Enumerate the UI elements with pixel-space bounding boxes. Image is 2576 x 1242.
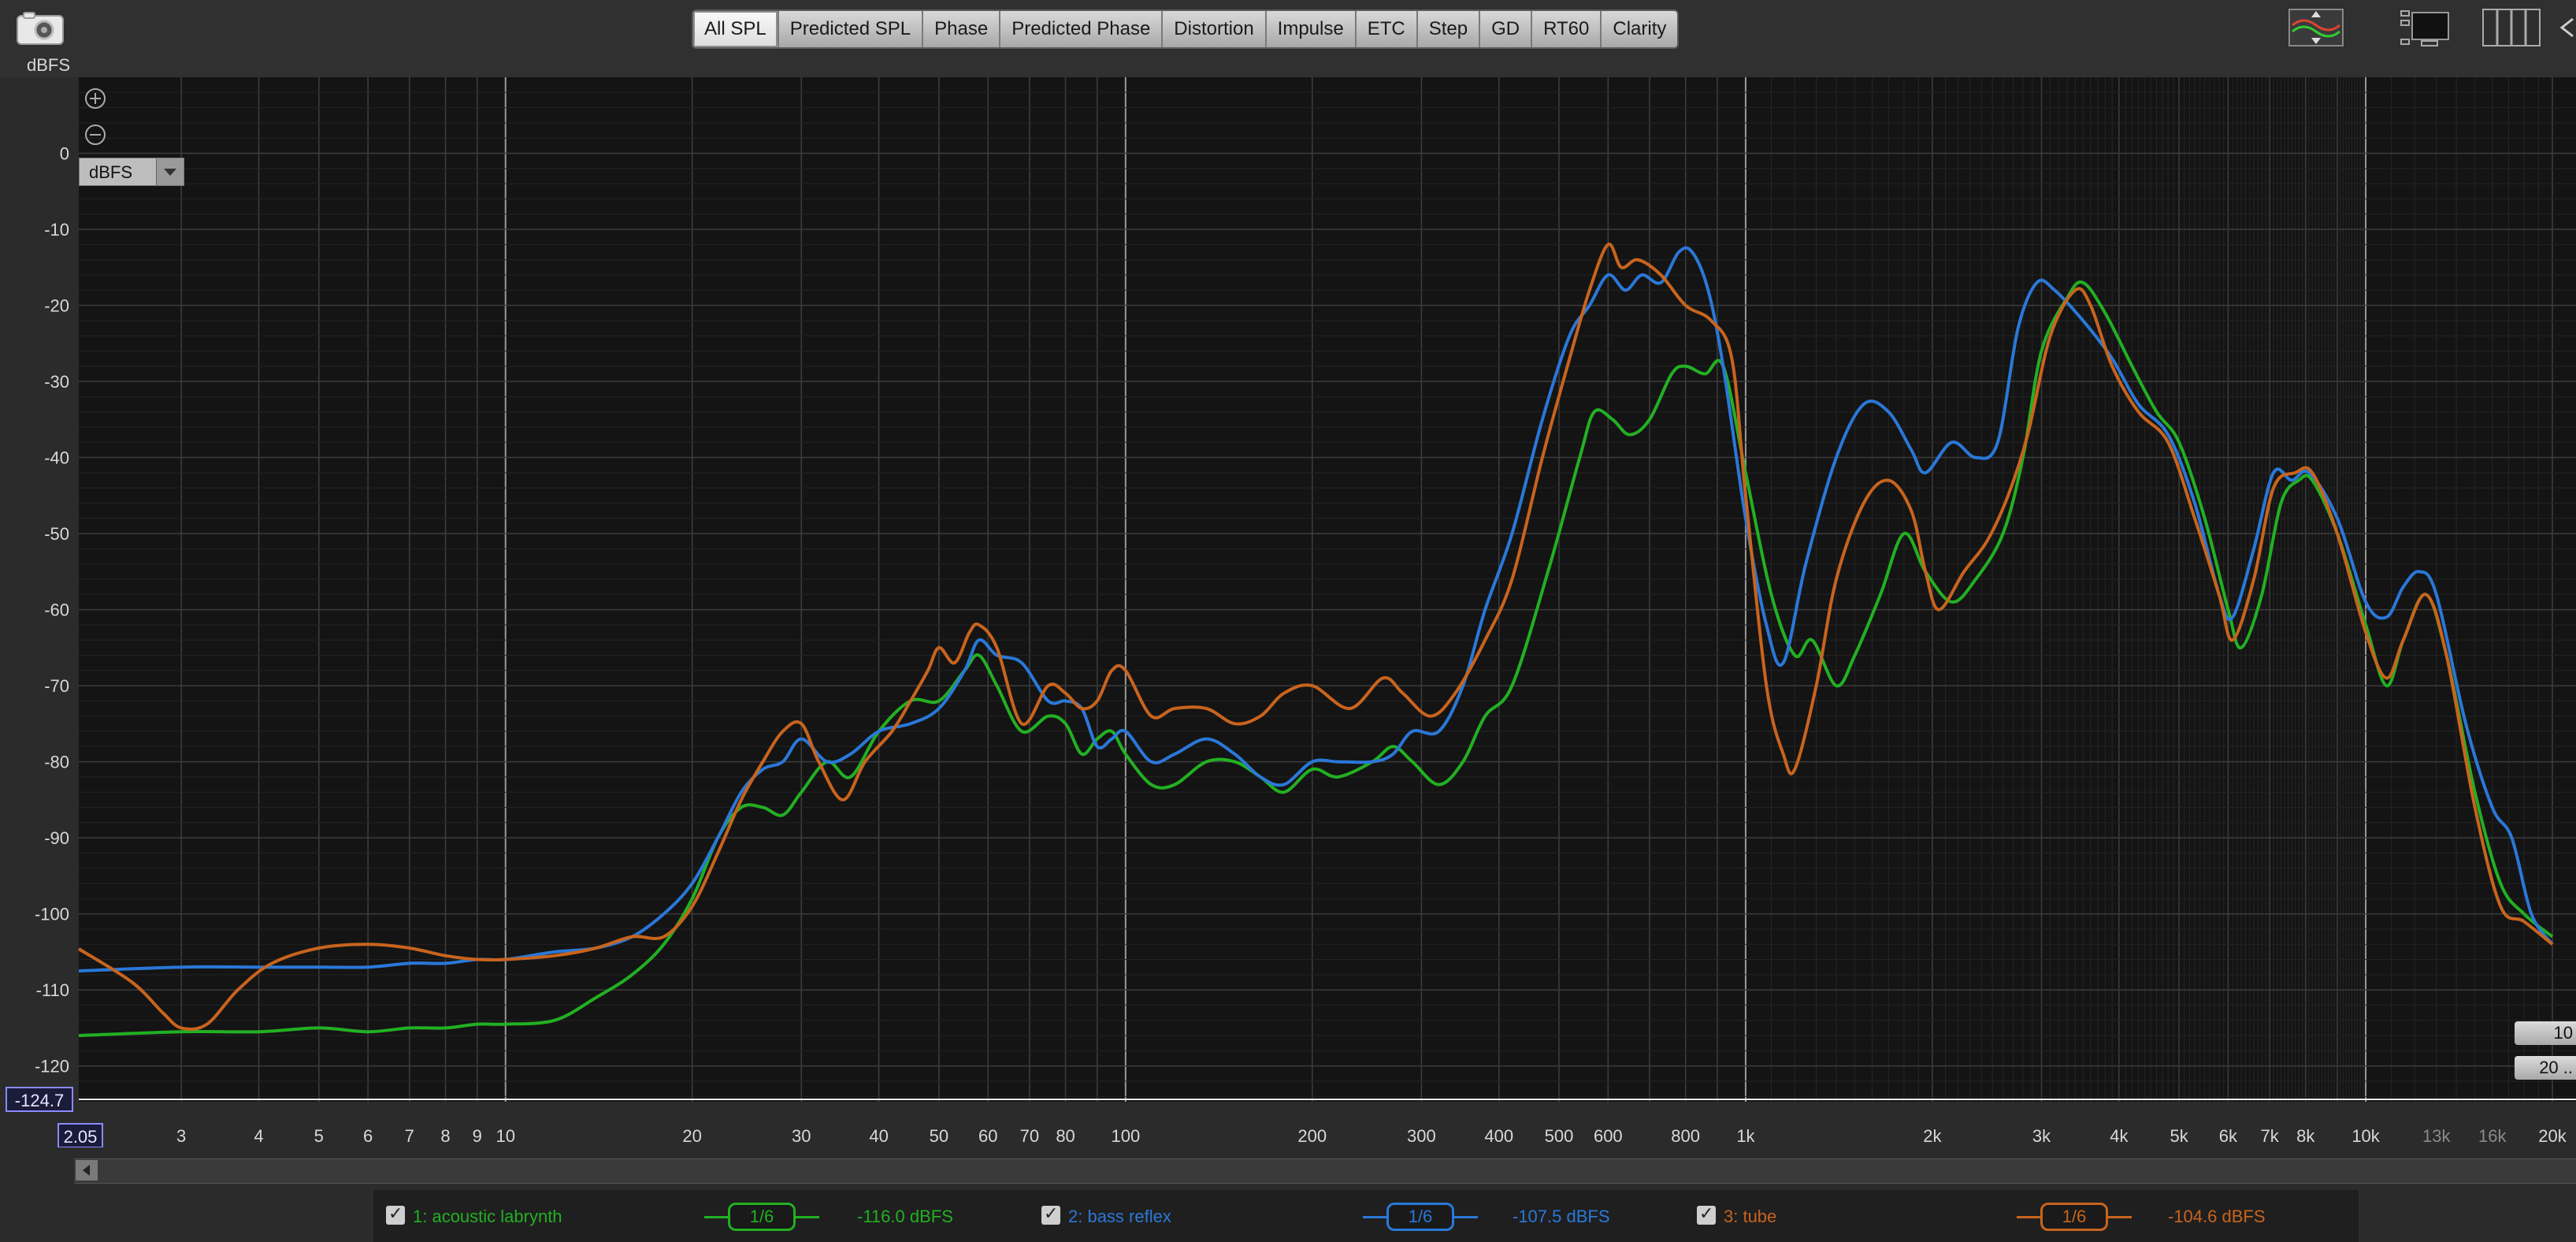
series-1-level: -116.0 dBFS [857, 1207, 953, 1226]
y-tick-label: -90 [44, 828, 69, 848]
x-tick-label: 10k [2351, 1126, 2380, 1146]
cursor-y-readout: -124.7 [15, 1091, 64, 1110]
series-3-checkbox[interactable] [1697, 1203, 1716, 1225]
tab-predicted-spl[interactable]: Predicted SPL [778, 11, 924, 47]
collapse-arrow-icon[interactable] [2556, 8, 2576, 47]
analysis-tabs: All SPL Predicted SPL Phase Predicted Phase… [692, 9, 1680, 49]
scroll-left-icon[interactable] [76, 1160, 98, 1181]
range-button-10[interactable]: 10 [2515, 1021, 2576, 1045]
spl-chart[interactable]: 0 -10 -20 -30 -40 -50 -60 -70 -80 -90 -100 -110 -120… [0, 77, 2576, 1147]
x-tick-label: 8k [2296, 1126, 2315, 1146]
trace-arrangement-icon[interactable] [2288, 8, 2344, 47]
x-tick-label: 40 [869, 1126, 888, 1146]
y-tick-label: -10 [44, 220, 69, 240]
tab-impulse[interactable]: Impulse [1266, 11, 1357, 47]
units-selector-value: dBFS [89, 162, 133, 182]
x-tick-label: 70 [1020, 1126, 1039, 1146]
tab-rt60[interactable]: RT60 [1532, 11, 1602, 47]
zoom-in-icon[interactable] [85, 88, 106, 109]
y-tick-label: -30 [44, 372, 69, 392]
cursor-x-readout: 2.05 [64, 1127, 98, 1147]
tab-step[interactable]: Step [1417, 11, 1481, 47]
x-tick-label: 8 [440, 1126, 450, 1146]
series-1-label: 1: acoustic labrynth [413, 1207, 562, 1226]
x-tick-label: 3k [2032, 1126, 2051, 1146]
y-tick-label: 0 [60, 144, 69, 164]
x-tick-label: 7 [405, 1126, 414, 1146]
x-tick-label: 3 [176, 1126, 186, 1146]
x-tick-label: 80 [1056, 1126, 1075, 1146]
y-axis-units-label: dBFS [27, 55, 71, 75]
series-1-checkbox[interactable] [386, 1203, 405, 1225]
x-tick-label: 300 [1407, 1126, 1436, 1146]
tab-etc[interactable]: ETC [1356, 11, 1418, 47]
series-3-level: -104.6 dBFS [2168, 1207, 2266, 1226]
x-tick-label: 6 [363, 1126, 373, 1146]
tab-clarity[interactable]: Clarity [1602, 11, 1678, 47]
y-tick-label: -40 [44, 448, 69, 468]
zoom-out-icon[interactable] [85, 125, 106, 145]
top-toolbar: All SPL Predicted SPL Phase Predicted Phase… [0, 0, 2576, 77]
y-tick-label: -100 [35, 905, 69, 924]
y-tick-label: -60 [44, 601, 69, 620]
series-2-label: 2: bass reflex [1068, 1207, 1171, 1226]
y-tick-label: -110 [36, 980, 69, 1000]
y-tick-label: -120 [35, 1057, 69, 1077]
x-tick-label: 500 [1545, 1126, 1574, 1146]
x-tick-label: 13k [2422, 1126, 2451, 1146]
x-tick-label: 600 [1594, 1126, 1623, 1146]
layout-columns-icon[interactable] [2481, 8, 2541, 47]
plot-area[interactable] [79, 77, 2576, 1102]
x-tick-label: 4k [2110, 1126, 2129, 1146]
x-tick-label: 20 [682, 1126, 701, 1146]
x-tick-label: 1k [1736, 1126, 1755, 1146]
x-tick-label: 800 [1671, 1126, 1700, 1146]
camera-icon[interactable] [16, 11, 65, 46]
series-1-smoothing[interactable]: 1/6 [704, 1203, 819, 1231]
y-tick-label: -50 [44, 524, 69, 544]
series-3-smoothing[interactable]: 1/6 [2017, 1203, 2132, 1231]
tab-predicted-phase[interactable]: Predicted Phase [1000, 11, 1164, 47]
x-tick-label: 50 [930, 1126, 948, 1146]
x-tick-label: 9 [473, 1126, 482, 1146]
x-tick-label: 4 [254, 1126, 263, 1146]
range-button-20[interactable]: 20 .. [2515, 1056, 2576, 1080]
y-tick-label: -80 [44, 753, 69, 772]
horizontal-scrollbar[interactable] [74, 1158, 2576, 1184]
overlay-window-icon[interactable] [2398, 8, 2458, 47]
tab-distortion[interactable]: Distortion [1163, 11, 1267, 47]
series-3-label: 3: tube [1724, 1207, 1777, 1226]
series-2-smoothing[interactable]: 1/6 [1363, 1203, 1478, 1231]
x-tick-label: 16k [2478, 1126, 2507, 1146]
x-tick-label: 6k [2219, 1126, 2238, 1146]
x-tick-label: 20k [2538, 1126, 2567, 1146]
tab-phase[interactable]: Phase [923, 11, 1001, 47]
y-tick-label: -70 [44, 676, 69, 696]
x-tick-label: 200 [1297, 1126, 1327, 1146]
x-tick-label: 2k [1923, 1126, 1942, 1146]
series-2-level: -107.5 dBFS [1513, 1207, 1610, 1226]
series-2-checkbox[interactable] [1041, 1203, 1060, 1225]
series-line-1[interactable] [78, 280, 2554, 1037]
x-tick-label: 5k [2170, 1126, 2188, 1146]
x-tick-label: 10 [496, 1126, 514, 1146]
y-tick-label: -20 [44, 296, 69, 316]
units-selector[interactable]: dBFS [79, 158, 184, 186]
x-tick-label: 30 [792, 1126, 811, 1146]
series-line-2[interactable] [78, 246, 2554, 972]
tab-all-spl[interactable]: All SPL [693, 11, 779, 47]
x-tick-label: 100 [1111, 1126, 1140, 1146]
x-tick-label: 60 [978, 1126, 997, 1146]
series-line-3[interactable] [77, 243, 2554, 1032]
chevron-down-icon[interactable] [156, 158, 184, 185]
x-tick-label: 400 [1484, 1126, 1513, 1146]
tab-gd[interactable]: GD [1480, 11, 1533, 47]
x-tick-label: 7k [2261, 1126, 2280, 1146]
x-tick-label: 5 [314, 1126, 324, 1146]
